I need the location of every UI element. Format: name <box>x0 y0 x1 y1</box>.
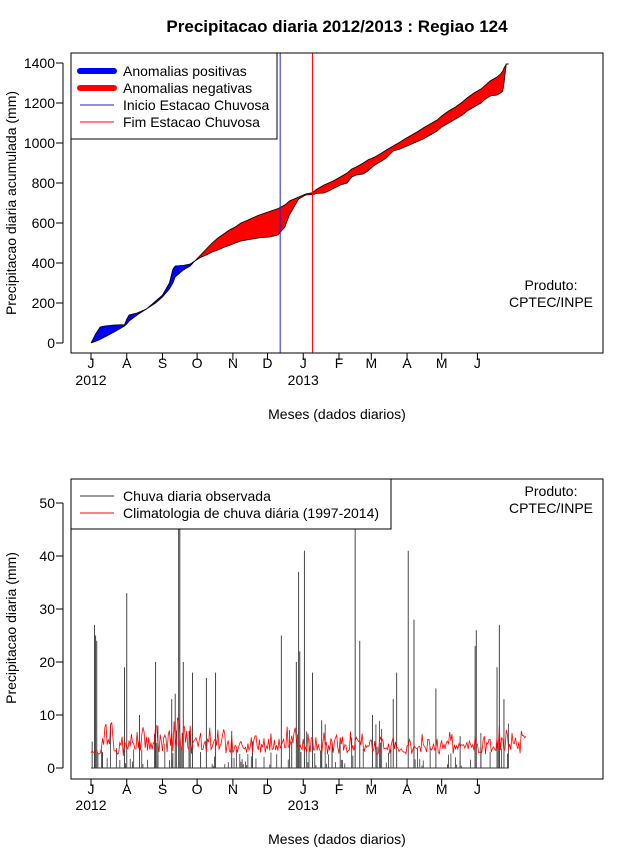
x-tick-label: D <box>262 355 272 371</box>
y-tick-label: 0 <box>47 335 55 351</box>
y-axis-label: Precipitacao diaria acumulada (mm) <box>3 91 19 315</box>
legend-box <box>70 52 278 140</box>
x-tick-label: O <box>192 355 203 371</box>
observed-cumulative-line <box>90 63 509 344</box>
y-axis: 0 200 400 600 800 1000 1200 1400 <box>24 55 64 351</box>
legend-label-climatology: Climatologia de chuva diária (1997-2014) <box>123 505 379 521</box>
y-tick-label: 20 <box>39 654 55 670</box>
credit-line-1: Produto: <box>525 277 578 293</box>
y-tick-label: 1200 <box>24 95 55 111</box>
x-tick-label: J <box>300 355 307 371</box>
credit-line-2: CPTEC/INPE <box>509 294 593 310</box>
credit-line-2: CPTEC/INPE <box>509 500 593 516</box>
year-label: 2012 <box>75 797 106 813</box>
year-label: 2012 <box>75 372 106 388</box>
observed-series <box>91 529 509 769</box>
y-tick-label: 1400 <box>24 55 55 71</box>
x-tick-label: N <box>228 781 238 797</box>
legend: Chuva diaria observada Climatologia de c… <box>70 478 392 530</box>
y-tick-label: 200 <box>32 295 56 311</box>
legend: Anomalias positivas Anomalias negativas … <box>70 52 278 140</box>
y-axis: 0 10 20 30 40 50 <box>39 495 64 776</box>
x-tick-label: J <box>474 781 481 797</box>
legend-label-positive: Anomalias positivas <box>123 63 247 79</box>
y-tick-label: 800 <box>32 175 56 191</box>
negative-anomaly-area <box>196 64 507 261</box>
x-tick-label: D <box>262 781 272 797</box>
x-tick-label: M <box>365 355 377 371</box>
climatology-cumulative-line <box>90 63 509 344</box>
y-tick-label: 40 <box>39 548 55 564</box>
year-label: 2013 <box>288 797 319 813</box>
x-tick-label: M <box>365 781 377 797</box>
x-tick-label: M <box>436 781 448 797</box>
x-tick-label: O <box>192 781 203 797</box>
y-tick-label: 10 <box>39 707 55 723</box>
x-tick-label: A <box>122 781 132 797</box>
x-tick-label: N <box>228 355 238 371</box>
x-tick-label: F <box>335 781 344 797</box>
y-tick-label: 30 <box>39 601 55 617</box>
legend-label-observed: Chuva diaria observada <box>123 488 271 504</box>
credit-line-1: Produto: <box>525 483 578 499</box>
y-tick-label: 0 <box>47 760 55 776</box>
x-tick-label: M <box>436 355 448 371</box>
legend-label-end: Fim Estacao Chuvosa <box>123 114 260 130</box>
x-tick-label: J <box>300 781 307 797</box>
x-tick-label: J <box>474 355 481 371</box>
y-tick-label: 400 <box>32 255 56 271</box>
y-tick-label: 600 <box>32 215 56 231</box>
chart-title: Precipitacao diaria 2012/2013 : Regiao 1… <box>166 17 508 36</box>
y-tick-label: 1000 <box>24 135 55 151</box>
x-tick-label: J <box>88 355 95 371</box>
x-tick-label: S <box>158 355 167 371</box>
y-tick-label: 50 <box>39 495 55 511</box>
climatology-line <box>90 717 527 756</box>
year-label: 2013 <box>288 372 319 388</box>
x-tick-label: A <box>402 355 412 371</box>
legend-label-negative: Anomalias negativas <box>123 80 252 96</box>
x-tick-label: S <box>158 781 167 797</box>
y-axis-label: Precipitacao diaria (mm) <box>3 552 19 704</box>
x-tick-label: A <box>402 781 412 797</box>
legend-box <box>70 478 392 530</box>
x-tick-label: J <box>88 781 95 797</box>
x-tick-label: F <box>335 355 344 371</box>
positive-anomaly-area <box>91 259 196 343</box>
x-tick-label: A <box>122 355 132 371</box>
legend-label-start: Inicio Estacao Chuvosa <box>123 97 270 113</box>
x-axis-label: Meses (dados diarios) <box>268 831 406 847</box>
x-axis-label: Meses (dados diarios) <box>268 406 406 422</box>
